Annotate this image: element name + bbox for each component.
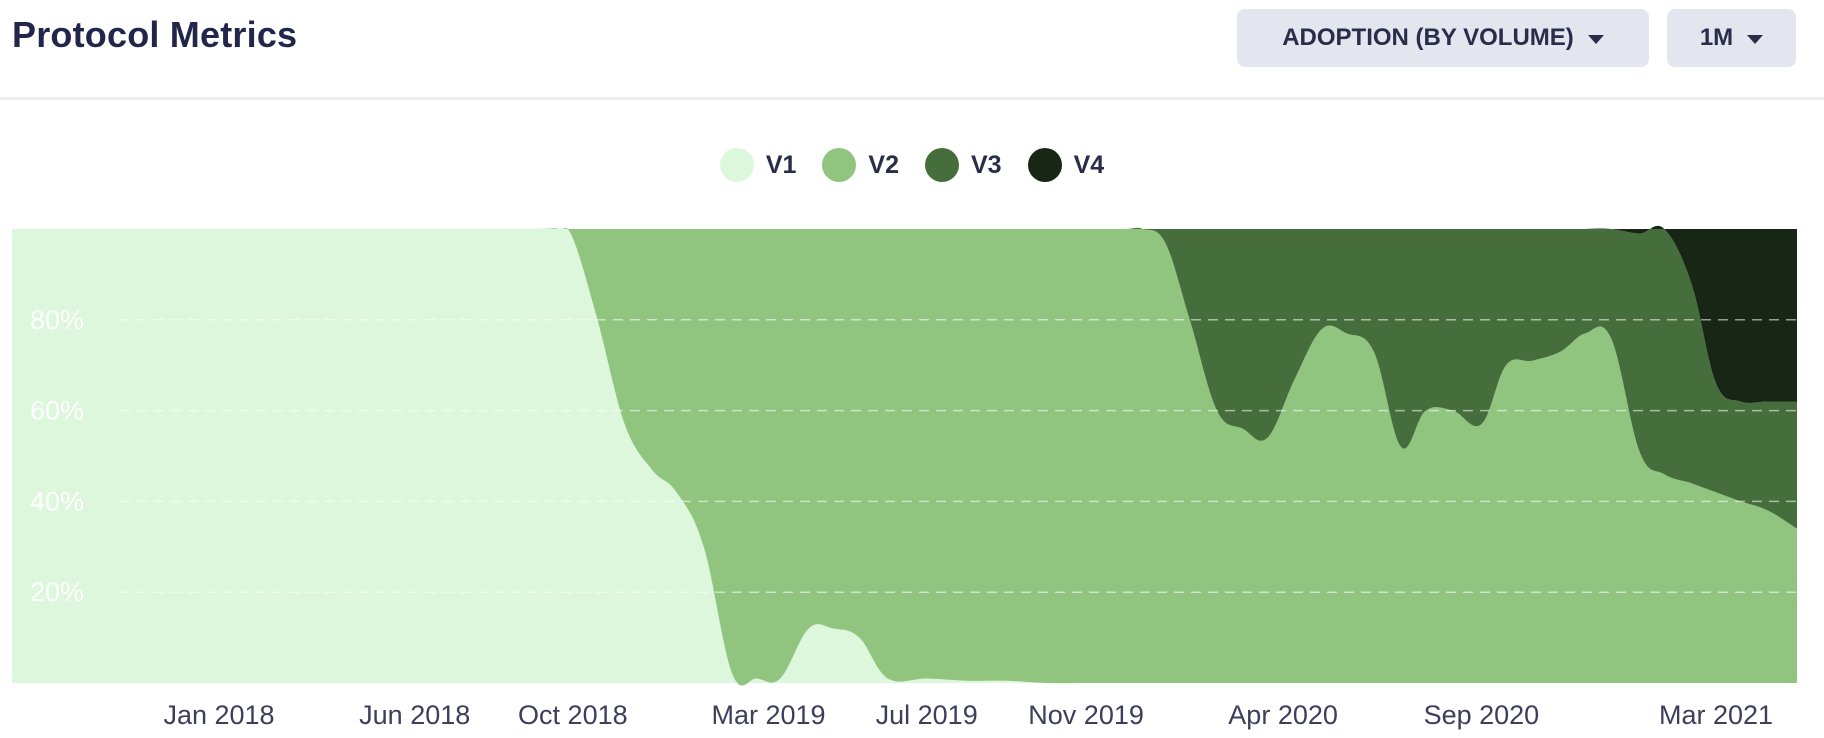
x-tick-label: Sep 2020	[1424, 700, 1540, 730]
period-dropdown-label: 1M	[1699, 24, 1734, 51]
x-tick-label: Oct 2018	[518, 700, 628, 730]
legend-swatch	[719, 148, 754, 182]
chevron-down-icon	[1747, 34, 1764, 44]
x-tick-label: Jul 2019	[876, 700, 978, 730]
x-axis-ticks: Jan 2018 Jun 2018 Oct 2018 Mar 2019 Jul 2019…	[163, 700, 1773, 730]
area-series-v2	[4, 227, 1797, 686]
y-axis-ticks: 20% 40% 60% 80%	[30, 305, 84, 607]
page-title: Protocol Metrics	[12, 14, 298, 55]
legend-swatch	[1027, 148, 1062, 182]
legend-swatch	[822, 148, 857, 182]
x-tick-label: Jan 2018	[163, 700, 274, 730]
chevron-down-icon	[1587, 34, 1604, 44]
chart-legend: V1 V2 V3 V4	[0, 148, 1824, 182]
y-tick-label: 20%	[30, 577, 84, 607]
y-tick-label: 80%	[30, 305, 84, 335]
legend-label: V3	[971, 150, 1002, 179]
metric-dropdown-label: ADOPTION (BY VOLUME)	[1282, 24, 1574, 51]
y-tick-label: 60%	[30, 396, 84, 426]
x-tick-label: Mar 2021	[1659, 700, 1773, 730]
legend-label: V1	[765, 150, 797, 179]
area-series-v3	[4, 225, 1797, 529]
x-tick-label: Apr 2020	[1228, 700, 1338, 730]
y-tick-label: 40%	[30, 486, 84, 516]
gridlines	[120, 319, 1797, 593]
legend-label: V2	[868, 150, 899, 179]
legend-item-v3[interactable]: V3	[925, 148, 1002, 182]
x-tick-label: Mar 2019	[712, 700, 826, 730]
legend-item-v4[interactable]: V4	[1027, 148, 1105, 182]
x-tick-label: Nov 2019	[1028, 700, 1144, 730]
header: Protocol Metrics ADOPTION (BY VOLUME) 1M	[0, 0, 1824, 100]
legend-item-v1[interactable]: V1	[719, 148, 797, 182]
legend-item-v2[interactable]: V2	[822, 148, 899, 182]
period-dropdown[interactable]: 1M	[1667, 9, 1796, 67]
metric-dropdown[interactable]: ADOPTION (BY VOLUME)	[1237, 9, 1649, 67]
area-series-v1	[4, 227, 1797, 686]
area-layers	[4, 225, 1797, 686]
x-tick-label: Jun 2018	[359, 700, 470, 730]
legend-label: V4	[1073, 150, 1105, 179]
legend-swatch	[925, 148, 959, 182]
